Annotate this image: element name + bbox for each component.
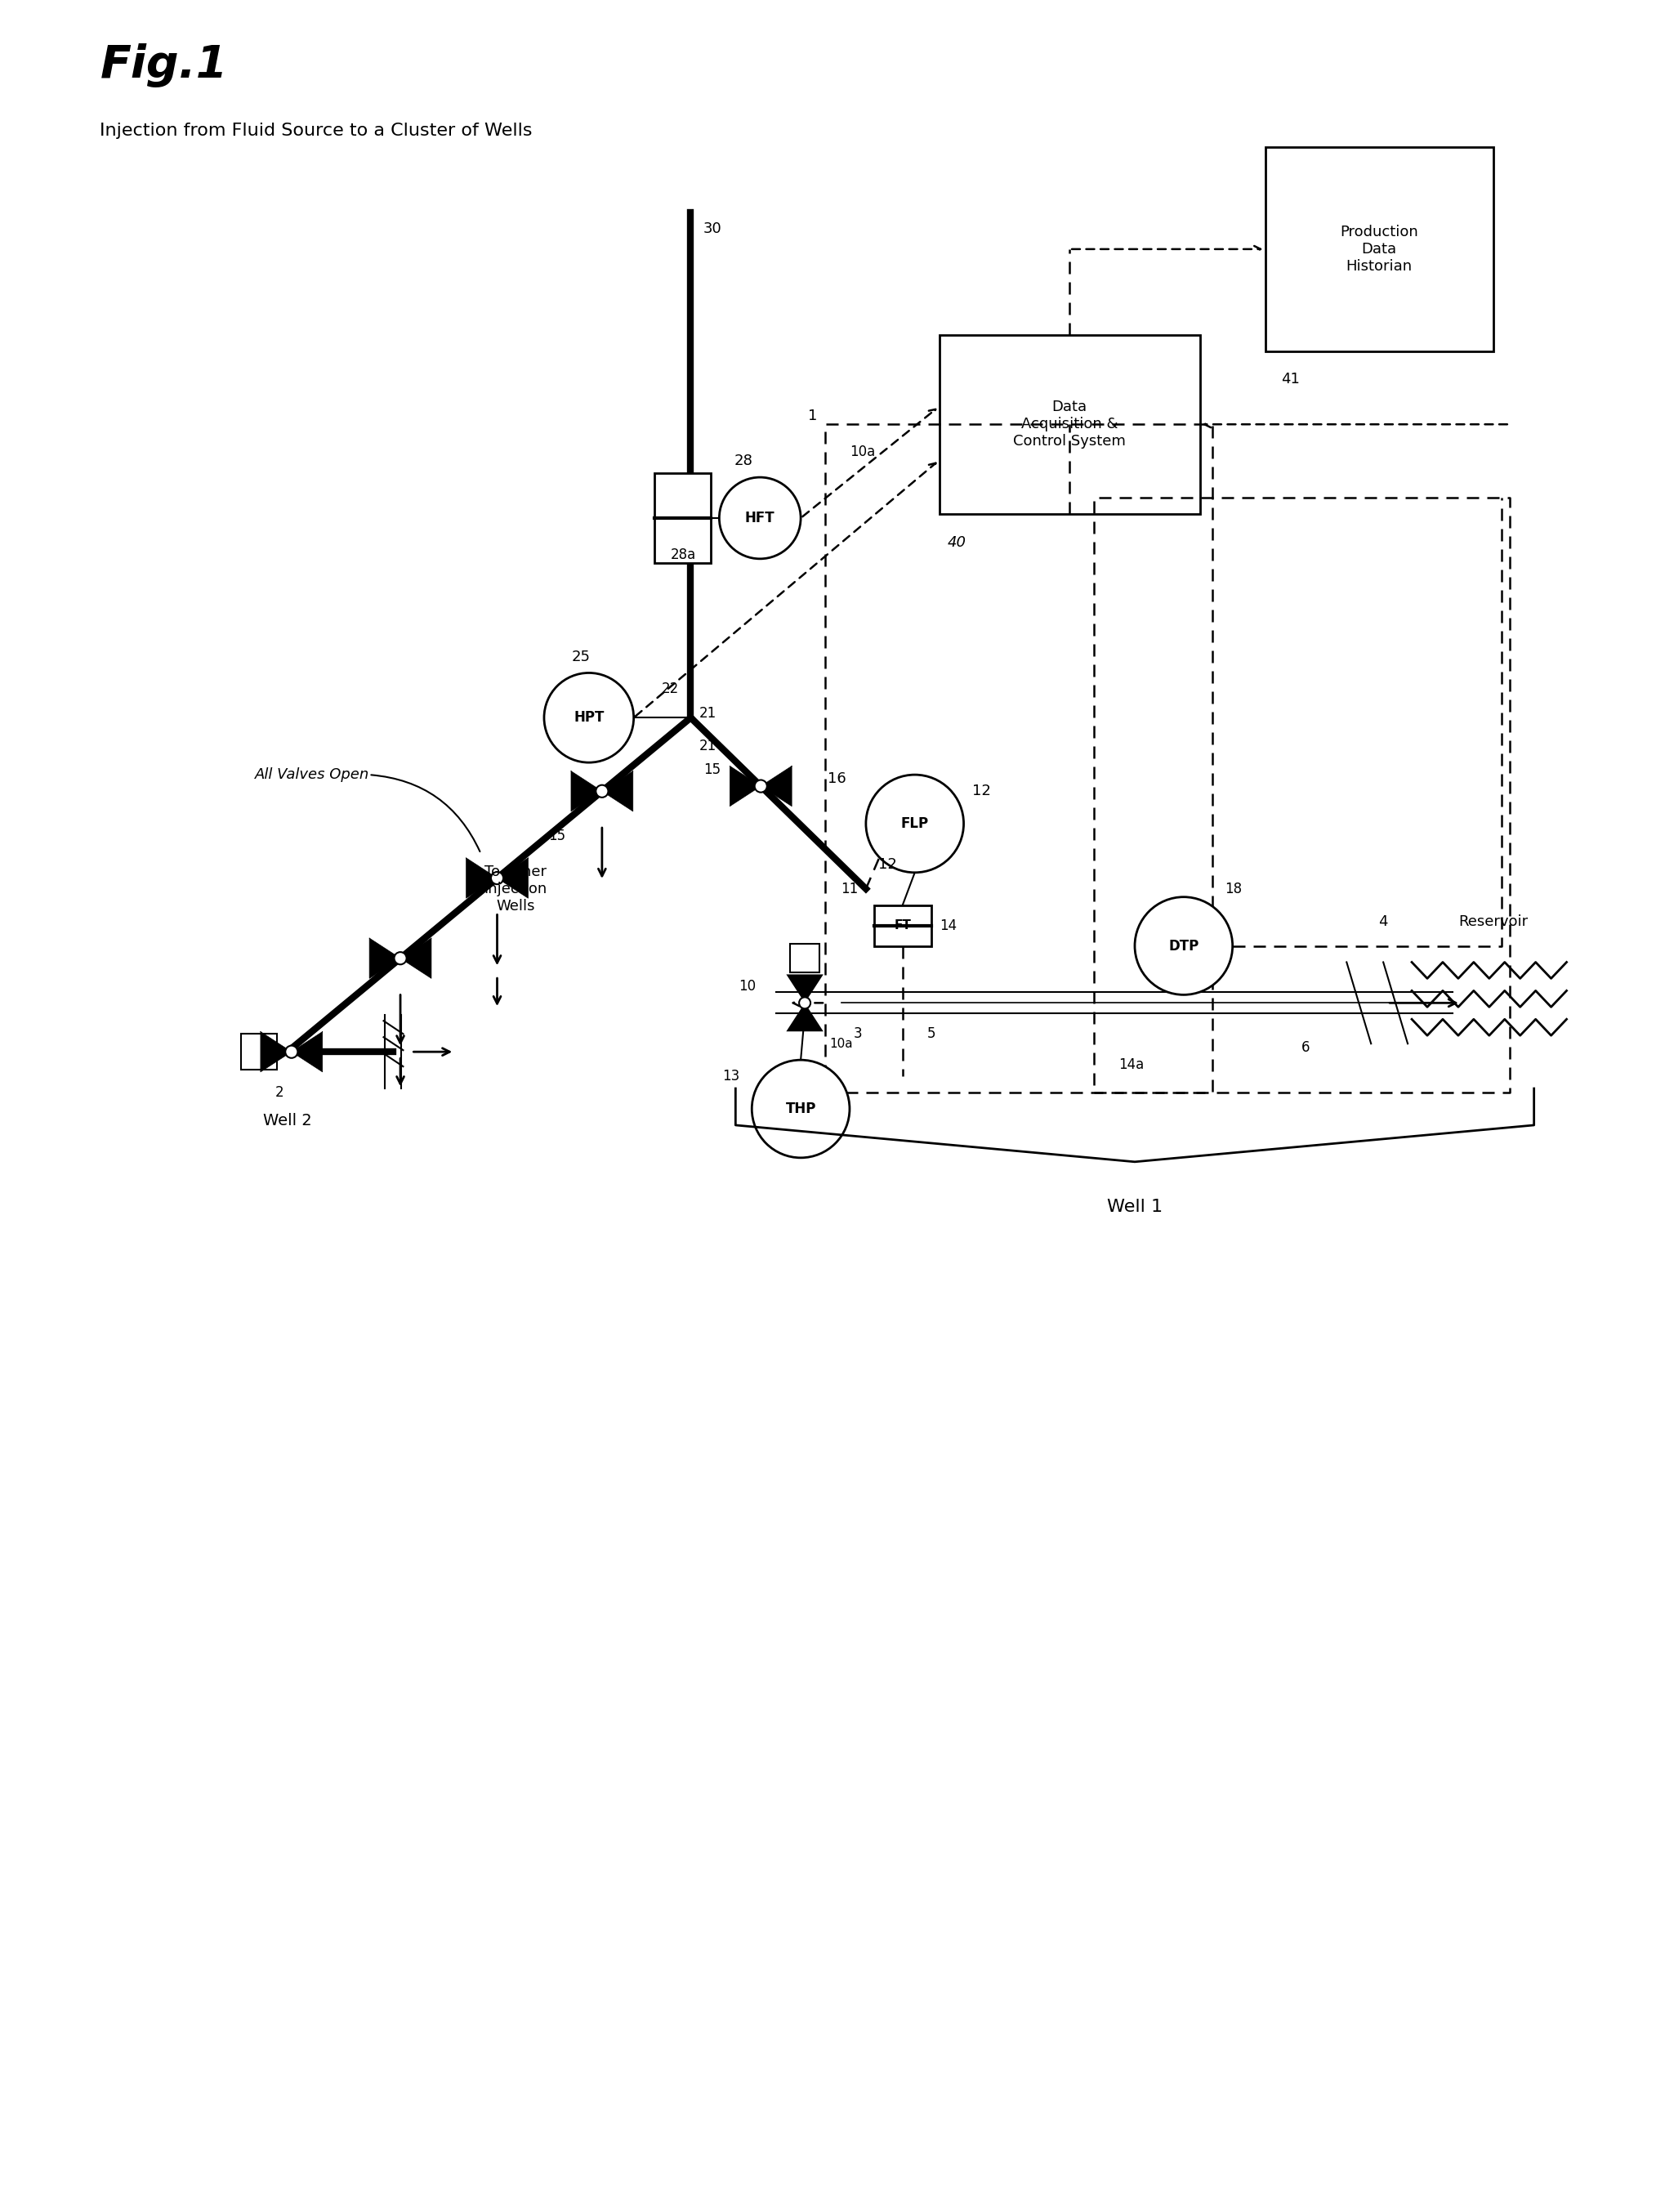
Text: 12: 12 xyxy=(972,783,991,799)
Text: HPT: HPT xyxy=(574,710,604,726)
Polygon shape xyxy=(603,772,633,812)
Text: 40: 40 xyxy=(947,535,966,551)
Polygon shape xyxy=(729,765,761,807)
Bar xyxy=(791,945,819,973)
Circle shape xyxy=(754,781,768,792)
Text: Production
Data
Historian: Production Data Historian xyxy=(1340,226,1419,274)
Bar xyxy=(1265,148,1494,352)
Polygon shape xyxy=(498,858,528,898)
Text: 10a: 10a xyxy=(829,1037,852,1051)
Text: 28a: 28a xyxy=(671,546,696,562)
Circle shape xyxy=(753,1060,849,1157)
Text: 30: 30 xyxy=(703,221,721,237)
Polygon shape xyxy=(370,938,400,978)
Polygon shape xyxy=(466,858,498,898)
Text: HFT: HFT xyxy=(744,511,774,526)
Bar xyxy=(241,1033,276,1071)
Circle shape xyxy=(799,998,811,1009)
Text: 15: 15 xyxy=(703,763,721,776)
Text: FT: FT xyxy=(894,920,911,931)
Text: 2: 2 xyxy=(275,1086,283,1099)
Circle shape xyxy=(719,478,801,560)
Circle shape xyxy=(544,672,634,763)
Text: Fig.1: Fig.1 xyxy=(100,44,228,88)
Circle shape xyxy=(1136,898,1232,995)
Text: 6: 6 xyxy=(1302,1040,1310,1055)
Text: Injection from Fluid Source to a Cluster of Wells: Injection from Fluid Source to a Cluster… xyxy=(100,124,533,139)
Text: 14a: 14a xyxy=(1119,1057,1144,1073)
Text: To Other
Injection
Wells: To Other Injection Wells xyxy=(485,865,548,914)
Text: 4: 4 xyxy=(1379,914,1387,929)
Text: 41: 41 xyxy=(1282,372,1300,387)
Circle shape xyxy=(596,785,608,796)
Text: 10: 10 xyxy=(739,980,756,993)
Text: 28: 28 xyxy=(734,453,753,469)
Text: 10a: 10a xyxy=(849,445,876,460)
Text: 22: 22 xyxy=(661,681,679,697)
Text: Reservoir: Reservoir xyxy=(1459,914,1528,929)
Circle shape xyxy=(491,872,503,885)
Circle shape xyxy=(395,951,406,964)
Text: DTP: DTP xyxy=(1169,938,1199,953)
Text: All Valves Open: All Valves Open xyxy=(255,768,370,783)
Circle shape xyxy=(866,774,964,872)
Text: Data
Acquisition &
Control System: Data Acquisition & Control System xyxy=(1014,400,1126,449)
Text: THP: THP xyxy=(786,1102,816,1117)
Polygon shape xyxy=(400,938,431,978)
Polygon shape xyxy=(291,1031,323,1073)
Bar xyxy=(654,473,711,562)
Text: 1: 1 xyxy=(808,409,818,422)
Text: 25: 25 xyxy=(571,648,589,664)
Text: 13: 13 xyxy=(723,1068,739,1084)
Polygon shape xyxy=(786,975,823,1002)
Text: 21: 21 xyxy=(699,706,716,721)
Text: 15: 15 xyxy=(548,830,566,843)
Text: 11: 11 xyxy=(841,880,857,896)
Polygon shape xyxy=(260,1031,291,1073)
Polygon shape xyxy=(761,765,793,807)
Text: FLP: FLP xyxy=(901,816,929,832)
Text: 21: 21 xyxy=(699,739,716,754)
Text: 12: 12 xyxy=(877,856,897,872)
Text: 14: 14 xyxy=(939,918,956,933)
Polygon shape xyxy=(571,772,603,812)
Text: Well 1: Well 1 xyxy=(1107,1199,1162,1214)
Text: 18: 18 xyxy=(1224,880,1242,896)
Bar xyxy=(874,905,931,947)
Text: 16: 16 xyxy=(828,772,846,785)
Circle shape xyxy=(285,1046,298,1057)
Text: Well 2: Well 2 xyxy=(263,1113,311,1128)
Bar xyxy=(939,334,1200,513)
Polygon shape xyxy=(786,1002,823,1031)
Text: 5: 5 xyxy=(927,1026,936,1042)
Text: 3: 3 xyxy=(854,1026,862,1042)
